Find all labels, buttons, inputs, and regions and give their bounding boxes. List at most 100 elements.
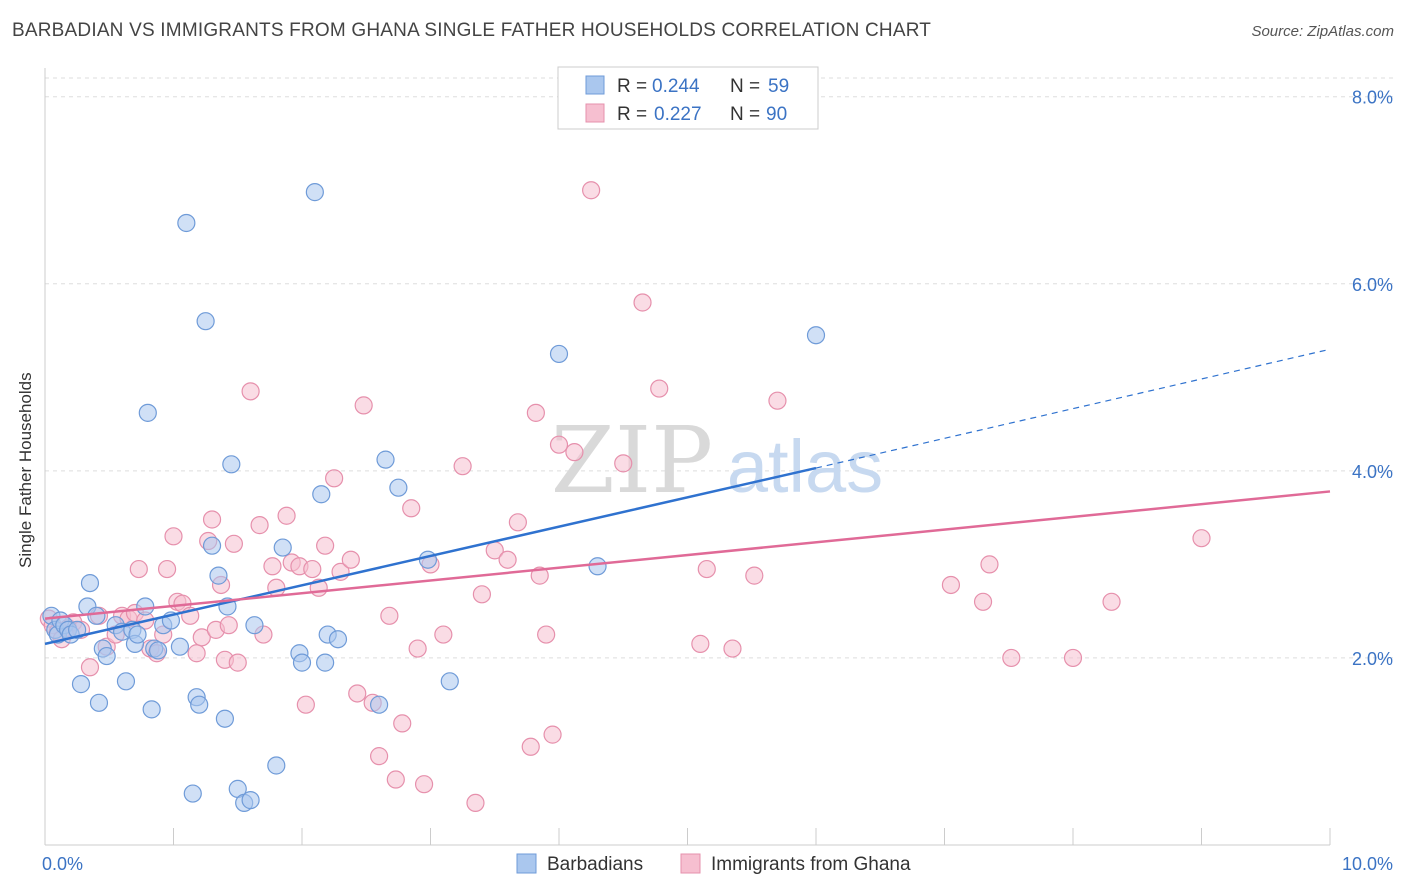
ghana-point-89 xyxy=(582,181,601,200)
ghana-point-32 xyxy=(224,534,243,553)
ghana-point-50 xyxy=(354,396,373,415)
barbadians-point-47 xyxy=(305,183,324,202)
y-tick-label-1: 4.0% xyxy=(1352,462,1393,482)
barbadians-point-41 xyxy=(241,791,260,810)
trend-lines xyxy=(44,348,1331,646)
legend-label-ghana: Immigrants from Ghana xyxy=(711,854,911,875)
ghana-point-52 xyxy=(370,747,389,766)
barbadians-point-12 xyxy=(89,693,109,712)
barbadians-point-8 xyxy=(71,675,91,694)
stats-n-value-1: 59 xyxy=(768,76,789,97)
barbadians-point-7 xyxy=(68,620,87,639)
barbadians-point-55 xyxy=(418,550,438,569)
axes xyxy=(44,68,1331,846)
series-legend: Barbadians Immigrants from Ghana xyxy=(516,853,911,875)
series-barbadians-points xyxy=(42,183,826,813)
barbadians-point-36 xyxy=(215,709,234,728)
ghana-point-83 xyxy=(973,592,993,611)
ghana-point-72 xyxy=(549,435,569,454)
tick-labels: 2.0% 4.0% 6.0% 8.0% 0.0% 10.0% xyxy=(42,88,1393,874)
ghana-point-60 xyxy=(434,625,453,644)
ghana-point-35 xyxy=(250,516,269,535)
ghana-point-67 xyxy=(521,737,540,756)
stats-r-value-1: 0.244 xyxy=(652,76,700,97)
ghana-point-79 xyxy=(723,639,742,658)
barbadians-point-17 xyxy=(116,672,136,691)
ghana-point-69 xyxy=(530,566,549,585)
ghana-point-74 xyxy=(614,454,633,473)
source-label: Source: ZipAtlas.com xyxy=(1251,23,1394,40)
barbadians-point-46 xyxy=(292,653,312,672)
barbadians-point-58 xyxy=(588,557,607,576)
ghana-point-63 xyxy=(472,585,491,604)
y-tick-label-2: 6.0% xyxy=(1352,275,1393,295)
barbadians-point-52 xyxy=(370,695,389,714)
barbadians-point-59 xyxy=(806,326,826,345)
ghana-point-65 xyxy=(498,550,517,569)
stats-r-value-2: 0.227 xyxy=(654,104,702,125)
barbadians-point-32 xyxy=(190,695,209,714)
ghana-point-81 xyxy=(768,391,787,410)
ghana-point-68 xyxy=(526,403,545,422)
ghana-point-82 xyxy=(941,575,961,595)
barbadians-point-43 xyxy=(267,756,286,775)
ghana-point-85 xyxy=(1002,648,1021,668)
barbadians-point-20 xyxy=(128,625,147,644)
barbadians-point-53 xyxy=(376,450,395,469)
barbadians-point-33 xyxy=(196,312,215,331)
ghana-point-70 xyxy=(537,625,556,644)
stats-n-value-2: 90 xyxy=(766,104,787,125)
barbadians-point-34 xyxy=(202,536,222,555)
ghana-point-88 xyxy=(1192,529,1211,548)
ghana-point-54 xyxy=(386,770,405,789)
ghana-point-53 xyxy=(380,606,399,625)
ghana-point-61 xyxy=(453,457,472,476)
ghana-point-37 xyxy=(263,557,282,576)
stats-legend: R = 0.244 N = 59 R = 0.227 N = 90 xyxy=(557,66,819,130)
barbadians-point-23 xyxy=(142,700,161,719)
ghana-point-76 xyxy=(650,379,669,398)
stats-r-label-1: R = xyxy=(617,76,647,97)
barbadians-point-57 xyxy=(549,344,569,364)
ghana-point-55 xyxy=(393,714,412,733)
barbadians-point-49 xyxy=(316,653,335,672)
y-tick-label-0: 2.0% xyxy=(1352,649,1393,669)
ghana-point-84 xyxy=(980,555,999,574)
ghana-point-19 xyxy=(157,559,177,579)
x-tick-label-1: 10.0% xyxy=(1342,854,1393,874)
ghana-point-45 xyxy=(316,536,335,555)
ghana-point-31 xyxy=(219,616,238,635)
barbadians-trend-extension xyxy=(815,348,1331,469)
legend-swatch-ghana xyxy=(680,853,701,874)
ghana-point-27 xyxy=(202,510,222,529)
ghana-point-14 xyxy=(129,559,148,579)
ghana-point-25 xyxy=(192,628,211,647)
barbadians-point-29 xyxy=(177,213,196,233)
ghana-point-62 xyxy=(466,793,485,813)
watermark-atlas: atlas xyxy=(727,425,883,508)
ghana-point-43 xyxy=(303,559,322,579)
ghana-point-7 xyxy=(80,658,100,677)
ghana-point-71 xyxy=(543,725,562,744)
ghana-point-75 xyxy=(633,293,652,312)
ghana-point-42 xyxy=(296,695,315,714)
ghana-point-66 xyxy=(508,513,527,532)
grid-lines xyxy=(45,77,1395,659)
stats-n-label-2: N = xyxy=(730,104,760,125)
y-tick-label-3: 8.0% xyxy=(1352,88,1393,108)
stats-n-label-1: N = xyxy=(730,76,760,97)
barbadians-point-42 xyxy=(245,616,264,635)
ghana-point-87 xyxy=(1102,592,1121,611)
ghana-point-78 xyxy=(697,559,716,579)
legend-label-barbadians: Barbadians xyxy=(547,854,643,875)
barbadians-point-54 xyxy=(389,478,408,497)
barbadians-point-25 xyxy=(148,641,168,660)
barbadians-trend-line xyxy=(44,466,817,646)
ghana-point-86 xyxy=(1063,648,1083,668)
legend-swatch-barbadians xyxy=(516,853,537,874)
ghana-point-48 xyxy=(341,550,360,569)
barbadians-point-51 xyxy=(328,630,348,649)
chart-title: BARBADIAN VS IMMIGRANTS FROM GHANA SINGL… xyxy=(12,20,932,41)
ghana-point-77 xyxy=(691,634,710,653)
